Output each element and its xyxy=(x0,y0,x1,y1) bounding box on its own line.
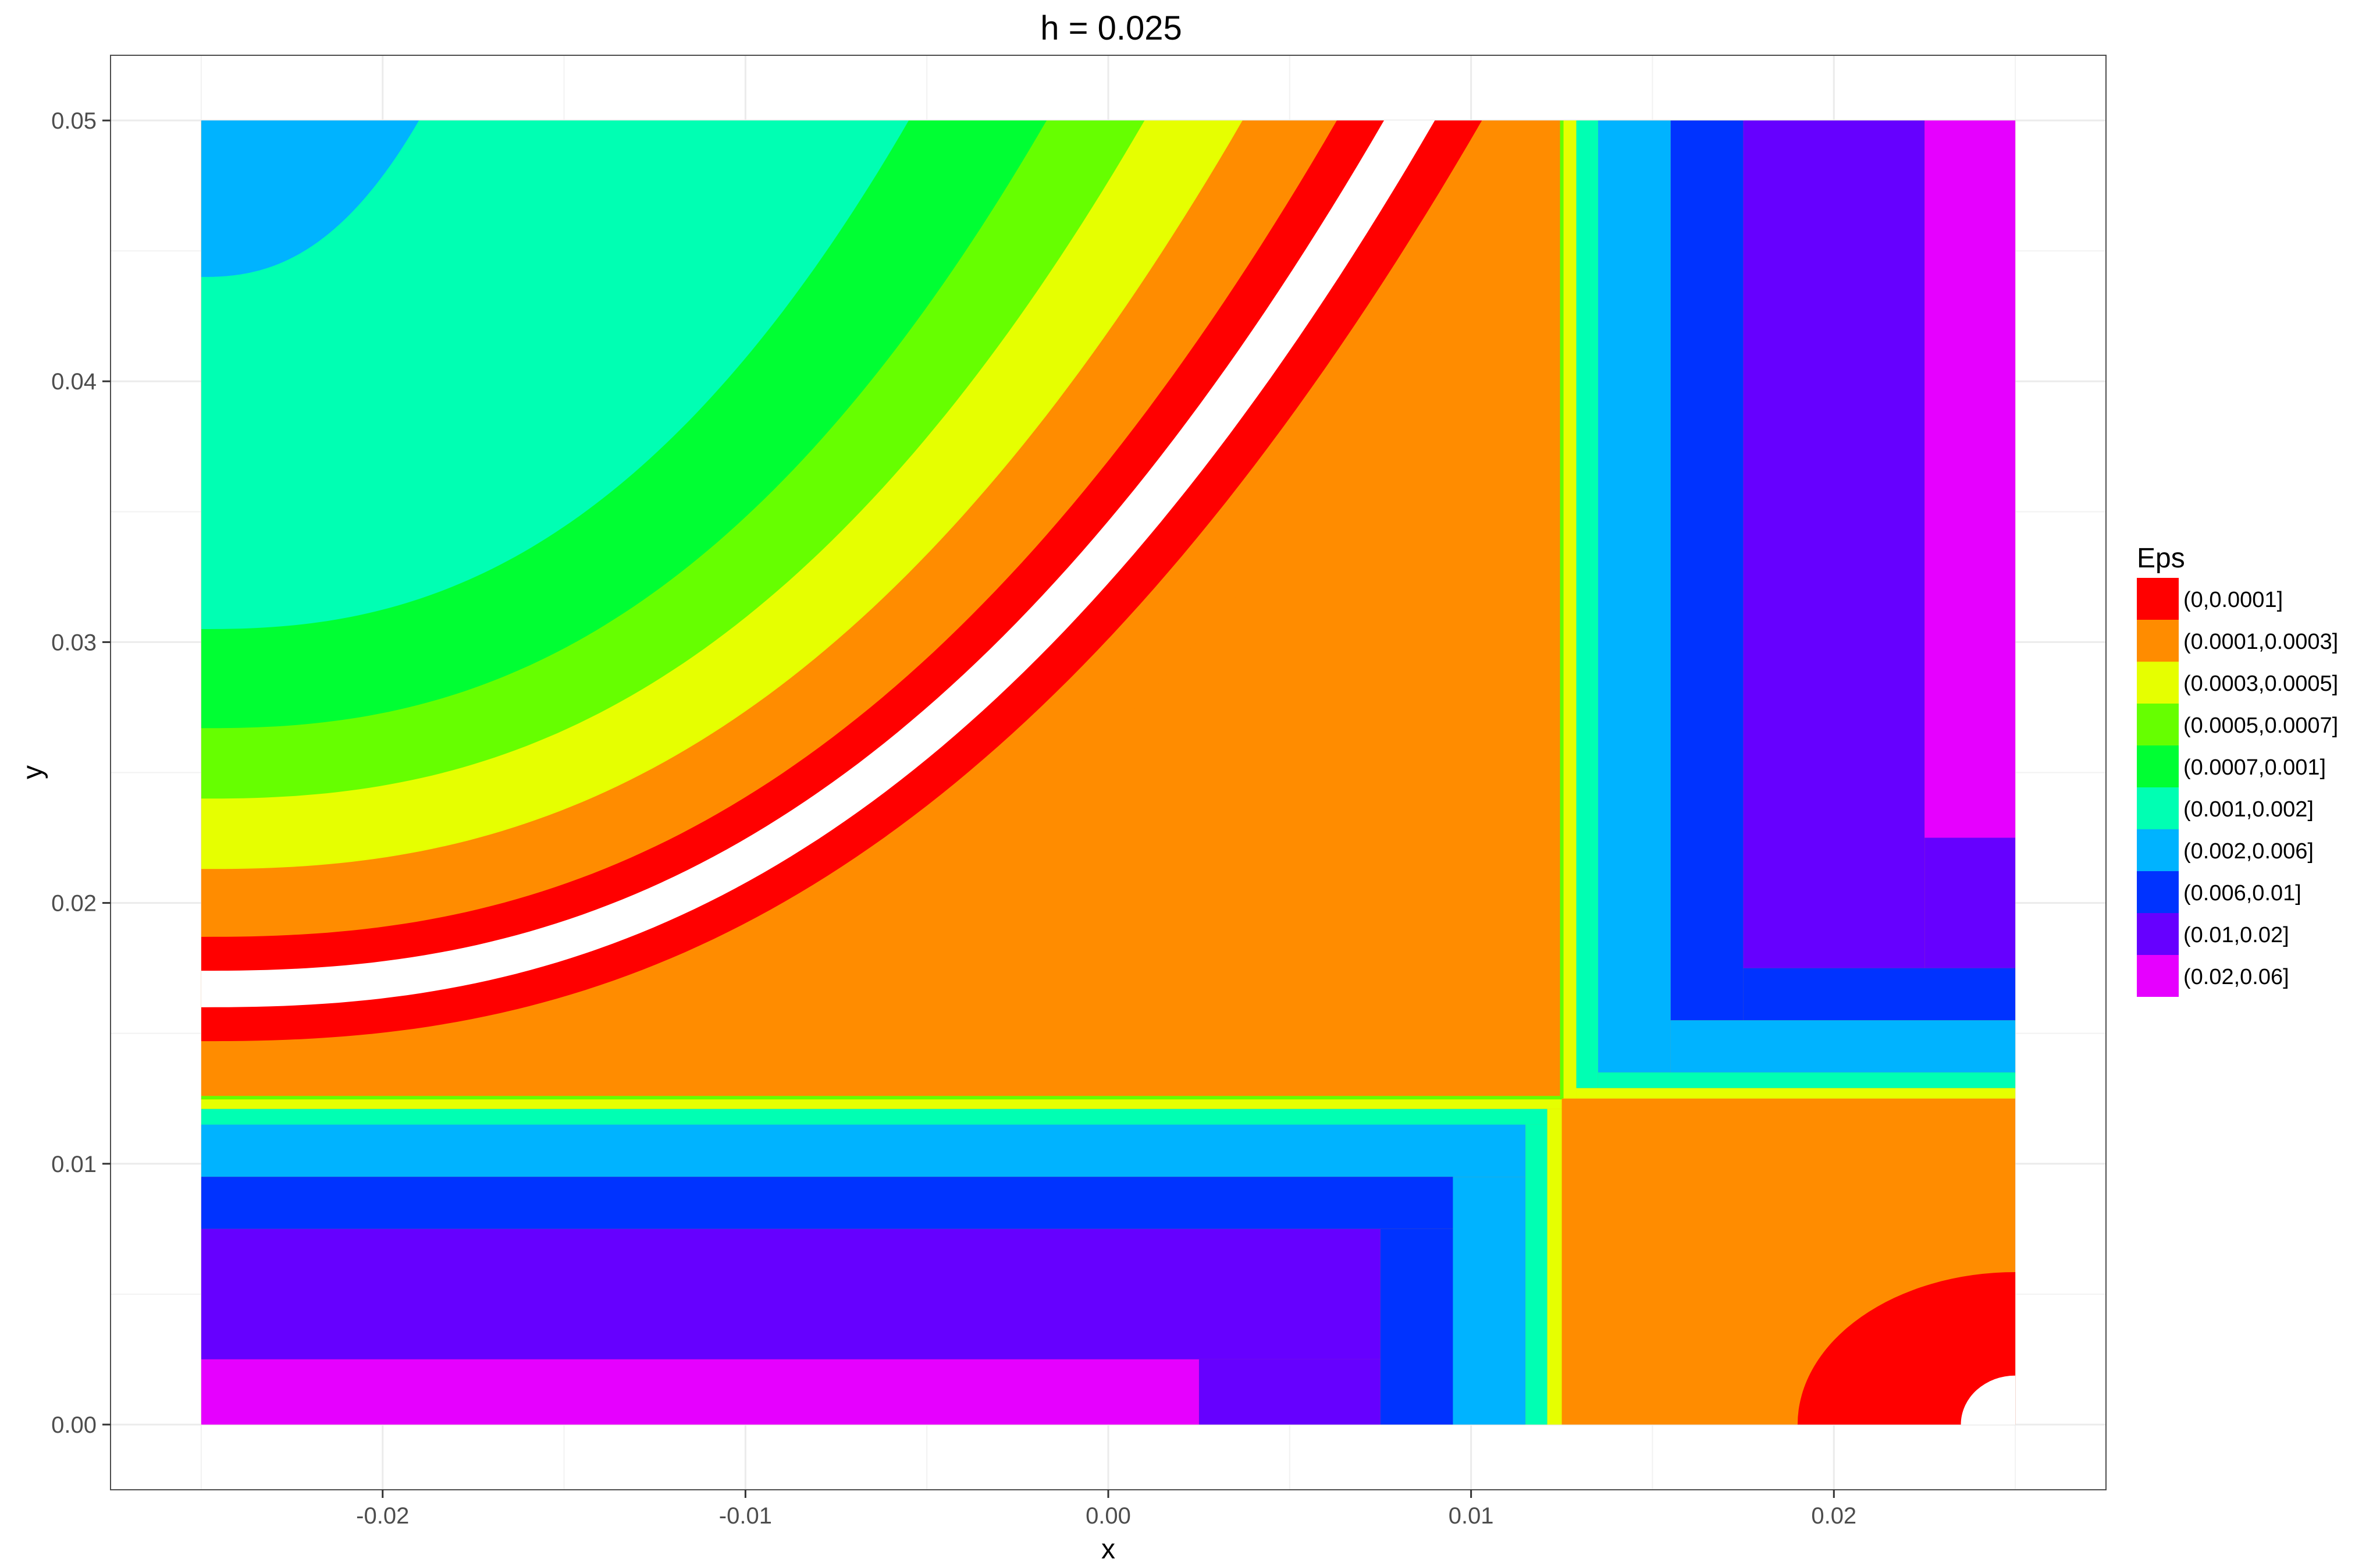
heatmap-regions xyxy=(201,120,2016,1425)
legend-label: (0,0.0001] xyxy=(2183,588,2283,612)
bottom-left-step-edge xyxy=(1547,1109,1562,1425)
legend-label: (0.01,0.02] xyxy=(2183,923,2289,947)
bottom-left-step-edge xyxy=(1198,1359,1381,1425)
x-tick-label: -0.01 xyxy=(719,1503,772,1529)
legend-swatch xyxy=(2137,955,2179,997)
legend-label: (0.0007,0.001] xyxy=(2183,755,2326,780)
y-axis-label: y xyxy=(17,765,48,779)
ridge-lines xyxy=(201,120,1564,1100)
legend-title: Eps xyxy=(2137,543,2185,574)
top-right-step xyxy=(1576,120,1598,1088)
legend-swatch xyxy=(2137,620,2179,662)
x-axis: -0.02 -0.01 0.00 0.01 0.02 xyxy=(356,1490,1856,1529)
legend-swatch xyxy=(2137,745,2179,787)
ridge-h xyxy=(201,1096,1562,1100)
x-tick-label: 0.00 xyxy=(1086,1503,1131,1529)
y-tick-label: 0.02 xyxy=(51,891,97,917)
legend-swatch xyxy=(2137,871,2179,913)
bottom-left-step-edge xyxy=(1453,1177,1526,1425)
y-tick-label: 0.04 xyxy=(51,369,97,395)
legend-swatch xyxy=(2137,662,2179,704)
x-tick-label: 0.01 xyxy=(1449,1503,1494,1529)
curve-bands xyxy=(201,120,1562,1099)
legend-swatch xyxy=(2137,913,2179,955)
ridge-v xyxy=(1560,120,1564,1099)
curve-band xyxy=(201,120,419,277)
bottom-right-corner xyxy=(1798,1272,2016,1425)
bottom-left-step xyxy=(201,1177,1453,1229)
legend-label: (0.0005,0.0007] xyxy=(2183,713,2338,738)
y-tick-label: 0.03 xyxy=(51,630,97,655)
legend-swatch xyxy=(2137,829,2179,871)
top-right-step-edge xyxy=(1743,968,2016,1021)
bottom-left-step xyxy=(201,1228,1381,1359)
curve-band xyxy=(201,120,909,629)
legend-swatch xyxy=(2137,578,2179,620)
bottom-left-step xyxy=(201,1098,1562,1109)
legend-label: (0.006,0.01] xyxy=(2183,881,2301,905)
legend-label: (0.001,0.002] xyxy=(2183,797,2314,822)
legend-label: (0.02,0.06] xyxy=(2183,965,2289,989)
bottom-left-step xyxy=(201,1359,1199,1425)
y-tick-label: 0.01 xyxy=(51,1152,97,1177)
bottom-left-step xyxy=(201,1124,1526,1177)
chart-title: h = 0.025 xyxy=(1040,9,1182,47)
legend-label: (0.002,0.006] xyxy=(2183,839,2314,864)
top-right-step xyxy=(1598,120,1671,1073)
y-tick-label: 0.00 xyxy=(51,1412,97,1438)
corner-white xyxy=(1961,1375,2016,1425)
x-axis-label: x xyxy=(1101,1534,1115,1565)
legend-swatch xyxy=(2137,704,2179,745)
top-right-step-edge xyxy=(1924,837,2016,968)
top-right-steps xyxy=(1561,120,2016,1099)
x-tick-label: 0.02 xyxy=(1811,1503,1856,1529)
top-right-step-edge xyxy=(1598,1072,2016,1088)
top-right-step-edge xyxy=(1576,1088,2016,1099)
bottom-left-step xyxy=(201,1109,1547,1125)
top-right-step xyxy=(1670,120,1744,1021)
legend-label: (0.0003,0.0005] xyxy=(2183,672,2338,696)
top-right-step-edge xyxy=(1670,1020,2016,1073)
legend-entries: (0,0.0001] (0.0001,0.0003] (0.0003,0.0005]… xyxy=(2137,578,2338,997)
legend-label: (0.0001,0.0003] xyxy=(2183,630,2338,654)
legend: Eps (0,0.0001] (0.0001,0.0003] (0.0003,0.0… xyxy=(2137,543,2338,997)
top-right-step xyxy=(1743,120,1925,968)
corner-red xyxy=(1798,1272,2016,1425)
y-tick-label: 0.05 xyxy=(51,108,97,134)
bottom-left-step-edge xyxy=(1380,1228,1453,1425)
top-right-step xyxy=(1924,120,2016,838)
plot-area xyxy=(110,55,2107,1490)
x-tick-label: -0.02 xyxy=(356,1503,409,1529)
legend-swatch xyxy=(2137,787,2179,829)
bottom-left-steps xyxy=(201,1098,1562,1425)
y-axis: 0.00 0.01 0.02 0.03 0.04 0.05 xyxy=(51,108,111,1438)
bottom-left-step-edge xyxy=(1525,1124,1547,1425)
top-right-step xyxy=(1561,120,1577,1099)
